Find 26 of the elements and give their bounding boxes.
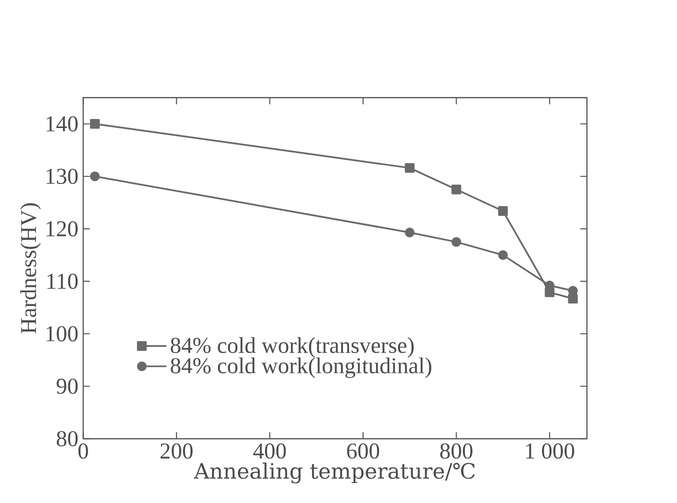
y-axis-title: Hardness(HV) [20,203,41,334]
point [498,250,508,260]
point [568,294,578,304]
y-tick-label: 90 [56,378,78,394]
point [90,172,100,182]
legend-label: 84% cold work(longitudinal) [170,357,432,378]
y-tick-label: 110 [47,274,78,289]
y-tick-label: 140 [46,116,78,132]
point [404,163,415,173]
x-tick-label: 400 [253,443,286,459]
y-tick-label: 130 [46,168,78,184]
y-tick-label: 100 [46,326,78,342]
y-tick-label: 120 [46,221,78,236]
x-tick-label: 800 [440,443,472,459]
legend-label: 84% cold work(transverse) [170,337,414,358]
point [90,119,100,129]
point [451,184,462,194]
point [404,228,415,238]
x-tick-label: 600 [347,443,380,459]
y-tick-label: 80 [56,431,78,446]
x-axis-title: Annealing temperature/℃ [194,462,475,484]
point [498,206,508,216]
x-tick-label: 200 [160,443,193,459]
x-tick-label: 0 [78,443,88,459]
point [451,237,462,247]
x-tick-label: 1 000 [526,443,574,459]
